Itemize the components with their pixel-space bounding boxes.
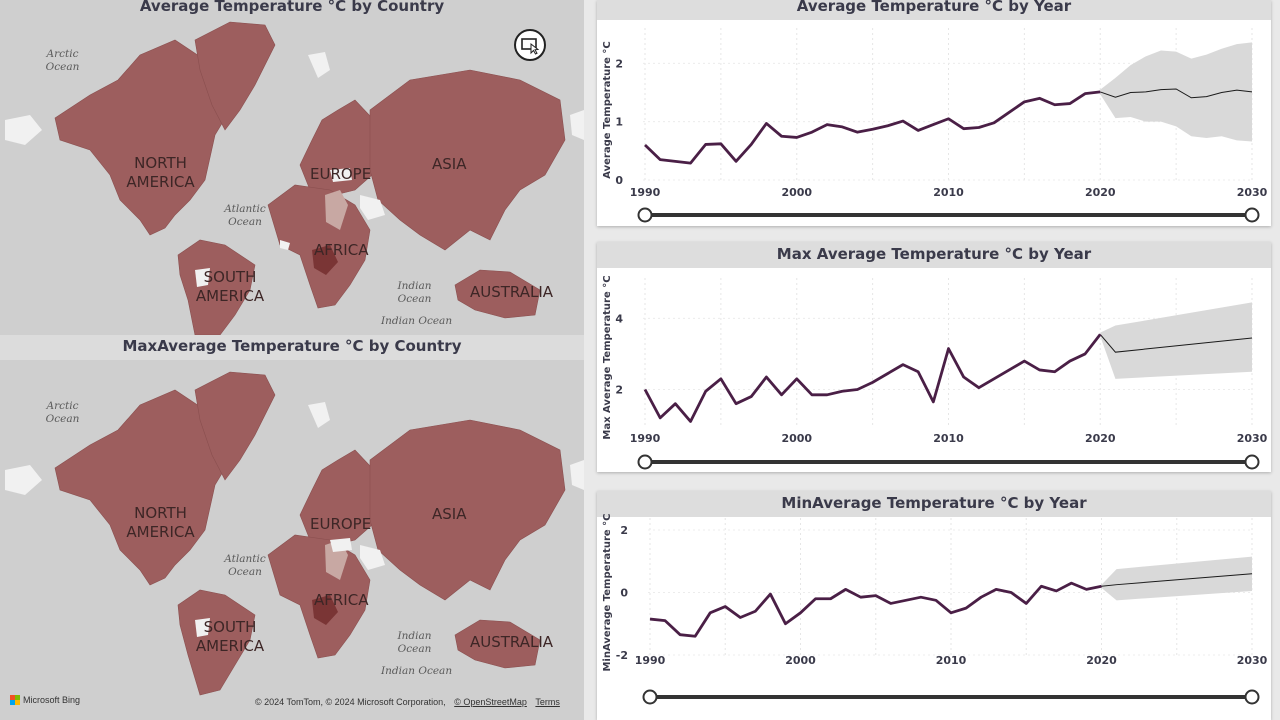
forecast-band (1100, 42, 1252, 142)
x-tick-label: 2000 (785, 654, 816, 667)
asia-label: ASIA (432, 155, 467, 173)
indian-ocean-label: Indian Ocean (397, 280, 432, 305)
forecast-line (1100, 88, 1253, 99)
south-america-shape (177, 239, 256, 335)
central-africa-dark (312, 595, 338, 625)
x-tick-label: 2010 (936, 654, 967, 667)
map-title-average: Average Temperature °C by Country (139, 0, 445, 15)
north-america-shape (54, 389, 231, 586)
microsoft-logo-icon (10, 695, 20, 705)
y-tick-label: 4 (615, 312, 623, 325)
y-axis-label: Max Average Temperature °C (602, 275, 613, 439)
north-america-label: NORTH AMERICA (126, 504, 195, 541)
world-map-average[interactable] (0, 0, 584, 335)
y-tick-label: 0 (615, 174, 623, 187)
series-line (644, 90, 1101, 165)
europe-label: EUROPE (310, 165, 372, 183)
chart-panel-min[interactable]: MinAverage Temperature °C by Year -2 0 2 Mi… (597, 491, 1271, 720)
central-africa-dark (312, 245, 338, 275)
y-axis-label: Average Temperature °C (602, 41, 613, 179)
slider-handle-end[interactable] (1244, 689, 1260, 705)
australia-shape (454, 269, 541, 319)
y-tick-label: 2 (615, 383, 623, 396)
south-america-label: SOUTH AMERICA (195, 268, 265, 305)
greenland-shape (194, 371, 276, 481)
openstreetmap-link[interactable]: © OpenStreetMap (454, 697, 527, 707)
world-map-max[interactable] (0, 335, 584, 720)
map-panel-max[interactable]: MaxAverage Temperature °C by Country Arc… (0, 335, 584, 720)
terms-link[interactable]: Terms (535, 697, 560, 707)
forecast-line (1099, 334, 1253, 353)
panel-divider (584, 0, 596, 720)
forecast-band (1101, 556, 1252, 601)
slider-handle-start[interactable] (642, 689, 658, 705)
y-tick-label: 0 (620, 587, 628, 600)
chart-title-min: MinAverage Temperature °C by Year (597, 491, 1271, 517)
europe-label: EUROPE (310, 515, 372, 533)
x-tick-label: 2020 (1085, 186, 1116, 199)
map-attribution: © 2024 TomTom, © 2024 Microsoft Corporat… (255, 697, 560, 707)
south-america-shape (177, 589, 256, 696)
slider-handle-end[interactable] (1244, 207, 1260, 223)
africa-label: AFRICA (314, 241, 369, 259)
asia-shape (369, 419, 566, 601)
atlantic-ocean-label: Atlantic Ocean (224, 203, 266, 228)
north-america-shape (54, 39, 231, 236)
bing-attribution: Microsoft Bing (10, 695, 80, 705)
y-tick-label: 2 (615, 57, 623, 70)
focus-mode-icon (521, 38, 540, 55)
x-tick-label: 2000 (781, 186, 812, 199)
map-title-max: MaxAverage Temperature °C by Country (122, 337, 462, 355)
australia-shape (454, 619, 541, 669)
x-tick-label: 1990 (635, 654, 666, 667)
africa-label: AFRICA (314, 591, 369, 609)
asia-label: ASIA (432, 505, 467, 523)
asia-shape (369, 69, 566, 251)
series-line (649, 581, 1102, 638)
chart-title-max: Max Average Temperature °C by Year (597, 242, 1271, 268)
arctic-ocean-label: Arctic Ocean (45, 48, 80, 73)
x-tick-label: 2030 (1237, 654, 1268, 667)
slider-handle-end[interactable] (1244, 454, 1260, 470)
x-tick-label: 2010 (933, 432, 964, 445)
series-line (643, 333, 1102, 423)
chart-panel-average[interactable]: Average Temperature °C by Year 0 1 2 Averag… (597, 0, 1271, 226)
atlantic-ocean-label: Atlantic Ocean (224, 553, 266, 578)
middle-east-light (325, 190, 348, 230)
y-tick-label: -2 (616, 649, 628, 662)
indian-ocean-label-2: Indian Ocean (381, 315, 453, 327)
slider-handle-start[interactable] (637, 207, 653, 223)
x-tick-label: 2010 (933, 186, 964, 199)
greenland-shape (194, 21, 276, 131)
x-tick-label: 2020 (1085, 432, 1116, 445)
x-tick-label: 2020 (1086, 654, 1117, 667)
y-tick-label: 1 (615, 116, 623, 129)
arctic-ocean-label: Arctic Ocean (45, 400, 80, 425)
forecast-band (1100, 302, 1252, 379)
x-tick-label: 1990 (630, 186, 661, 199)
chart-title-average: Average Temperature °C by Year (597, 0, 1271, 20)
indian-ocean-label: Indian Ocean (397, 630, 432, 655)
south-america-label: SOUTH AMERICA (195, 618, 265, 655)
australia-label: AUSTRALIA (470, 283, 554, 301)
indian-ocean-label-2: Indian Ocean (381, 665, 453, 677)
slider-handle-start[interactable] (637, 454, 653, 470)
north-america-label: NORTH AMERICA (126, 154, 195, 191)
forecast-line (1101, 573, 1253, 587)
x-tick-label: 2000 (781, 432, 812, 445)
x-tick-label: 1990 (630, 432, 661, 445)
map-panel-average[interactable]: Average Temperature °C by Country Arctic… (0, 0, 584, 335)
australia-label: AUSTRALIA (470, 633, 554, 651)
x-tick-label: 2030 (1237, 186, 1268, 199)
y-tick-label: 2 (620, 524, 628, 537)
y-axis-label: MinAverage Temperature °C (602, 513, 613, 671)
line-chart-min[interactable]: -2 0 2 MinAverage Temperature °C 1990 2000 201… (597, 491, 1271, 720)
chart-panel-max[interactable]: Max Average Temperature °C by Year 2 4 Max… (597, 242, 1271, 472)
x-tick-label: 2030 (1237, 432, 1268, 445)
focus-mode-button[interactable] (514, 29, 546, 61)
